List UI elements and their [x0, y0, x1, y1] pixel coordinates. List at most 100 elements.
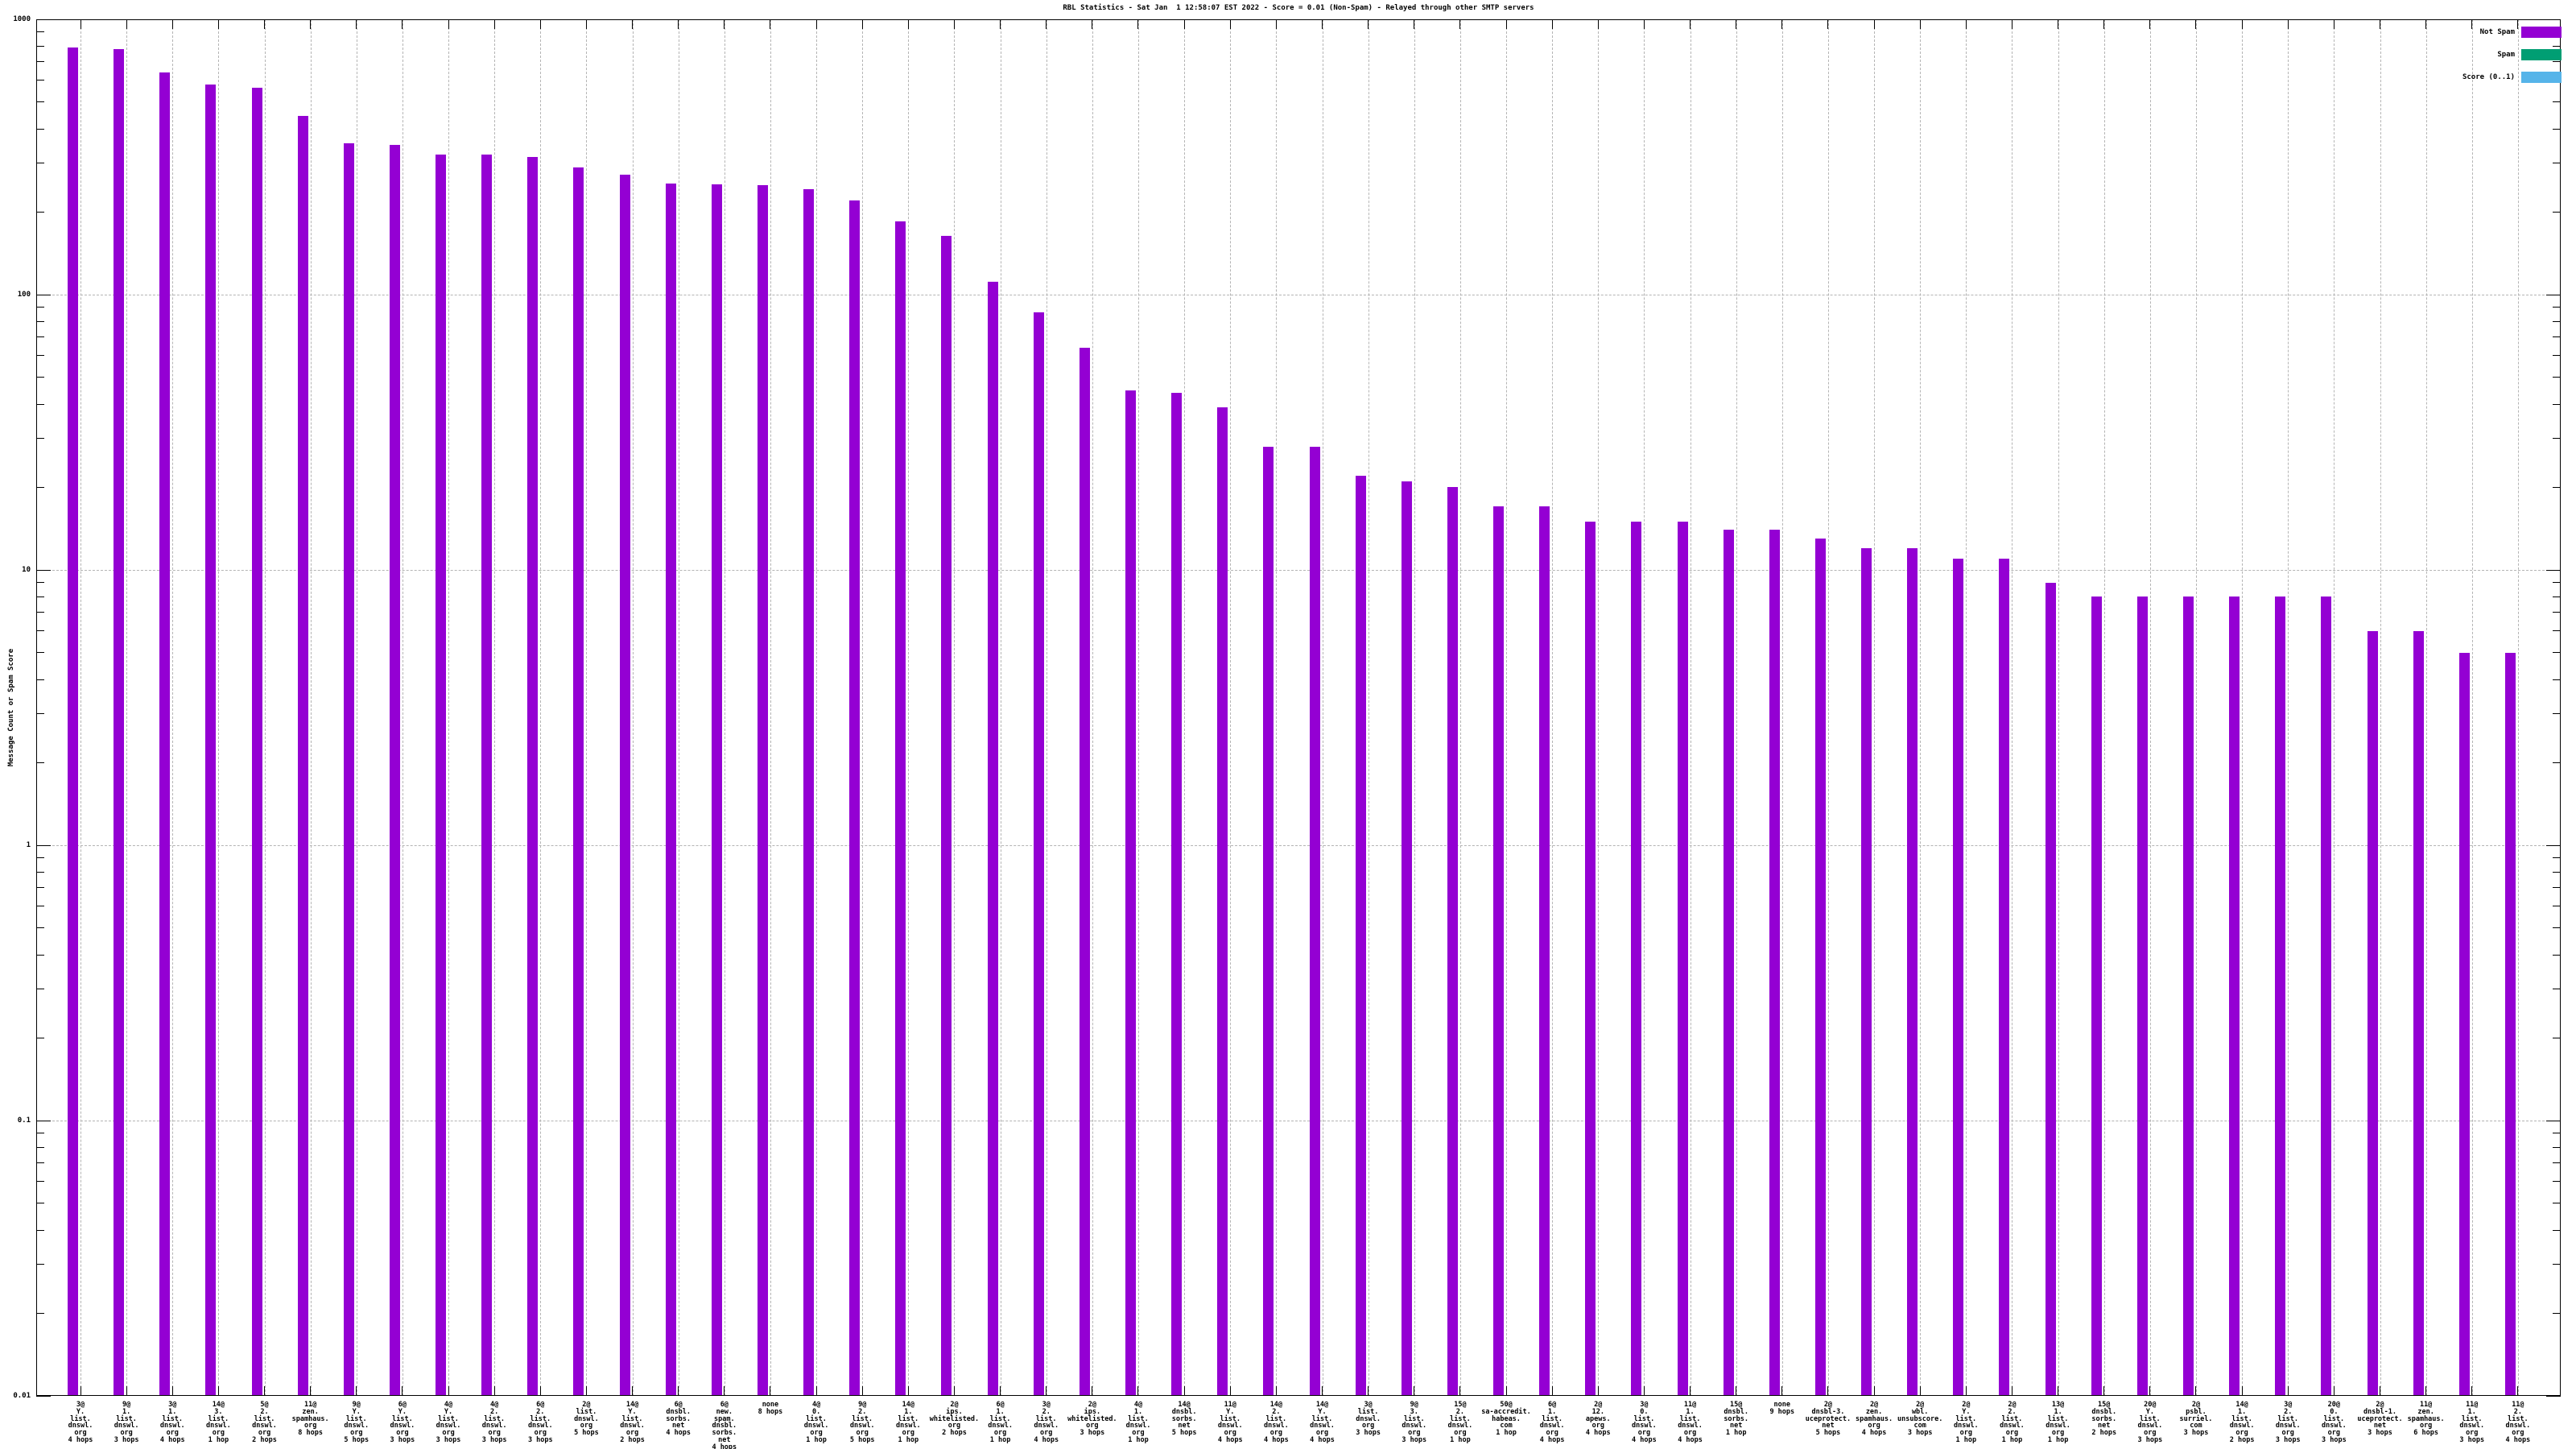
x-tick-label: 50@ sa-accredit. habeas. com 1 hop [1481, 1401, 1531, 1438]
x-top-tick [448, 19, 449, 29]
x-bottom-tick [1643, 1386, 1645, 1396]
x-top-tick [1137, 19, 1139, 29]
not-spam-bar [527, 157, 539, 1396]
x-tick-label: 5@ 2. list. dnswl. org 2 hops [252, 1401, 277, 1444]
y-minor-tick [36, 377, 44, 378]
x-top-tick [1505, 19, 1507, 29]
not-spam-bar [1401, 481, 1412, 1396]
x-top-tick [1275, 19, 1277, 29]
y-minor-tick [2553, 101, 2561, 103]
x-top-tick [126, 19, 127, 29]
x-tick-label: 15@ 2. list. dnswl. org 1 hop [1447, 1401, 1473, 1444]
x-tick-label: 14@ 3. list. dnswl. org 1 hop [206, 1401, 231, 1444]
y-minor-tick [36, 486, 44, 488]
x-bottom-tick [493, 1386, 495, 1396]
x-tick-label: 14@ 2. list. dnswl. org 4 hops [1264, 1401, 1289, 1444]
not-spam-bar [1677, 521, 1688, 1396]
y-minor-tick [36, 1229, 44, 1231]
x-top-tick [2425, 19, 2427, 29]
y-minor-tick [2553, 652, 2561, 654]
x-tick-label: 6@ 2. list. dnswl. org 3 hops [527, 1401, 553, 1444]
x-tick-label: 2@ ips. whitelisted. org 3 hops [1067, 1401, 1117, 1438]
y-minor-tick [2553, 630, 2561, 632]
v-gridline [1459, 19, 1461, 1396]
not-spam-bar [1723, 530, 1734, 1396]
legend-item: Spam [2426, 49, 2562, 60]
x-bottom-tick [356, 1386, 357, 1396]
not-spam-bar [1079, 348, 1090, 1396]
y-minor-tick [2553, 377, 2561, 378]
x-bottom-tick [907, 1386, 909, 1396]
not-spam-bar [803, 188, 815, 1396]
x-top-tick [539, 19, 541, 29]
v-gridline [218, 19, 220, 1396]
v-gridline [1184, 19, 1186, 1396]
not-spam-bar [757, 184, 768, 1396]
x-bottom-tick [678, 1386, 679, 1396]
y-minor-tick [2553, 1264, 2561, 1265]
not-spam-bar [1631, 521, 1642, 1396]
x-bottom-tick [1873, 1386, 1875, 1396]
x-tick-label: 14@ dnsbl. sorbs. net 5 hops [1171, 1401, 1197, 1438]
x-bottom-tick [1275, 1386, 1277, 1396]
x-top-tick [2011, 19, 2013, 29]
not-spam-bar [205, 84, 217, 1396]
v-gridline [1414, 19, 1415, 1396]
y-minor-tick [2553, 857, 2561, 859]
x-top-tick [171, 19, 173, 29]
x-tick-label: 2@ Y. list. dnswl. org 1 hop [1953, 1401, 1979, 1444]
not-spam-bar [1125, 390, 1136, 1396]
x-bottom-tick [1827, 1386, 1829, 1396]
x-tick-label: 15@ dnsbl. sorbs. net 1 hop [1724, 1401, 1749, 1438]
not-spam-bar [1999, 558, 2010, 1396]
x-bottom-tick [861, 1386, 863, 1396]
y-minor-tick [36, 320, 44, 322]
x-top-tick [310, 19, 312, 29]
not-spam-bar [849, 200, 861, 1396]
not-spam-bar [2045, 582, 2056, 1396]
x-tick-label: 11@ 1. list. dnswl. org 4 hops [1678, 1401, 1703, 1444]
v-gridline [2425, 19, 2427, 1396]
v-gridline [816, 19, 818, 1396]
x-tick-label: 4@ 2. list. dnswl. org 3 hops [481, 1401, 507, 1444]
v-gridline [862, 19, 864, 1396]
h-gridline [36, 570, 2561, 571]
y-minor-tick [36, 1264, 44, 1265]
y-minor-tick [36, 31, 44, 33]
x-bottom-tick [2241, 1386, 2243, 1396]
not-spam-bar [114, 48, 125, 1396]
not-spam-bar [2413, 630, 2424, 1396]
x-tick-label: 15@ dnsbl. sorbs. net 2 hops [2091, 1401, 2117, 1438]
not-spam-bar [2458, 652, 2470, 1396]
x-tick-label: 3@ Y. list. dnswl. org 4 hops [68, 1401, 93, 1444]
y-minor-tick [36, 1146, 44, 1148]
y-minor-tick [2553, 927, 2561, 929]
legend-item-label: Score (0..1) [2462, 73, 2515, 81]
v-gridline [1552, 19, 1554, 1396]
not-spam-bar [1309, 447, 1320, 1396]
x-top-tick [1229, 19, 1231, 29]
x-top-tick [1873, 19, 1875, 29]
x-top-tick [861, 19, 863, 29]
y-minor-tick [2553, 45, 2561, 47]
not-spam-bar [159, 72, 171, 1396]
not-spam-bar [2229, 597, 2240, 1396]
x-tick-label: 4@ 0. list. dnswl. org 1 hop [803, 1401, 829, 1444]
v-gridline [402, 19, 403, 1396]
x-top-tick [356, 19, 357, 29]
not-spam-bar [1263, 447, 1274, 1396]
y-minor-tick [36, 128, 44, 130]
x-top-tick [2195, 19, 2197, 29]
y-axis-title: Message Count or Spam Score [7, 648, 15, 767]
x-top-tick [1643, 19, 1645, 29]
x-tick-label: 3@ 0. list. dnswl. org 4 hops [1632, 1401, 1657, 1444]
x-top-tick [2287, 19, 2289, 29]
x-bottom-tick [217, 1386, 219, 1396]
x-bottom-tick [539, 1386, 541, 1396]
y-minor-tick [36, 887, 44, 889]
x-tick-label: 2@ ips. whitelisted. org 2 hops [929, 1401, 980, 1438]
not-spam-bar [619, 174, 630, 1396]
y-minor-tick [2553, 871, 2561, 873]
x-tick-label: 2@ 2. list. dnswl. org 1 hop [2000, 1401, 2025, 1444]
not-spam-bar [1493, 506, 1505, 1396]
